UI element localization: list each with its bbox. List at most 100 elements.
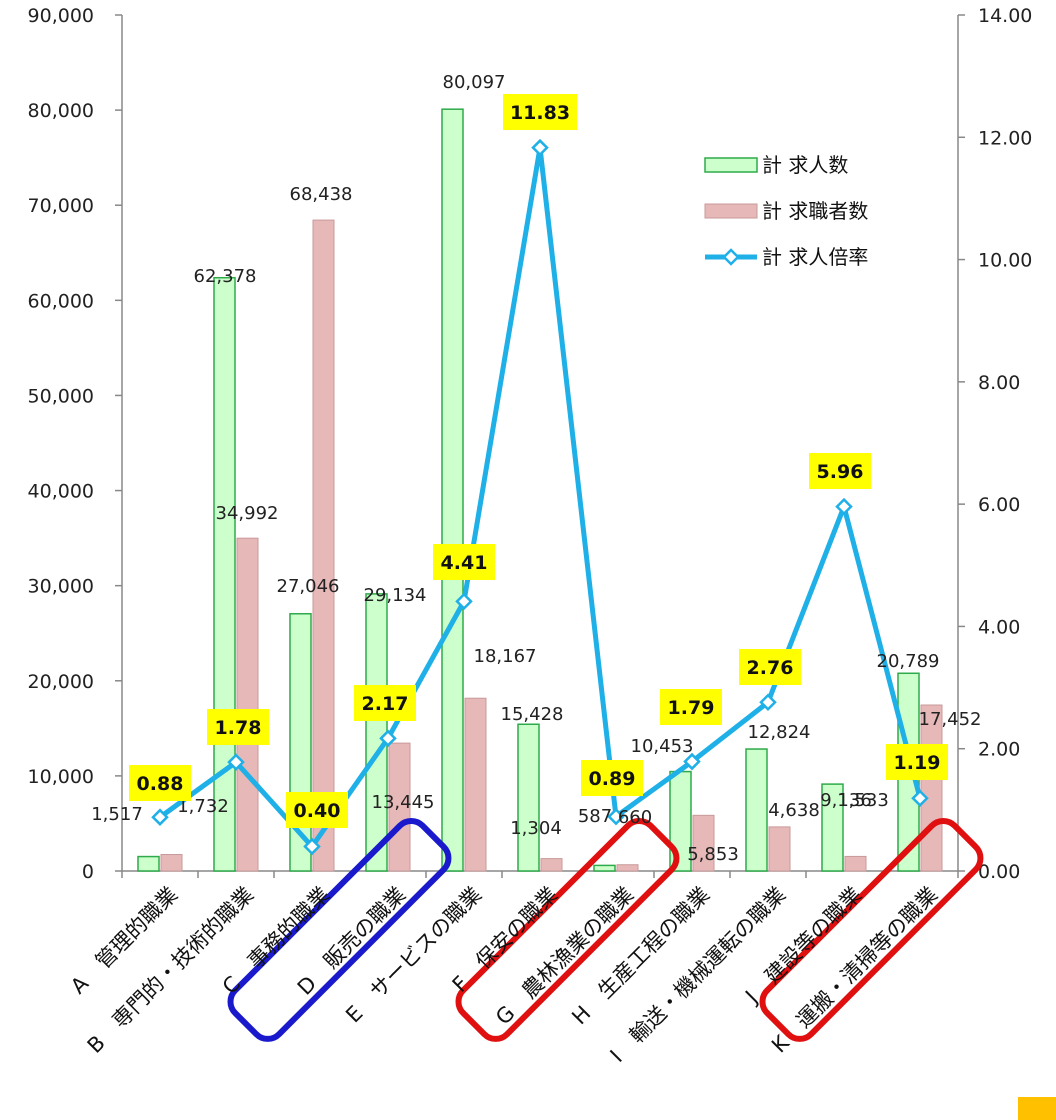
bar-label-job-openings: 27,046 [277, 576, 340, 597]
ratio-marker [379, 729, 397, 748]
y-left-tick-label: 80,000 [28, 100, 94, 122]
ratio-label-background [581, 760, 643, 796]
bar-label-job-seekers: 17,452 [919, 709, 982, 730]
bar-job-seekers [844, 855, 867, 872]
bar-label-job-seekers: 5,853 [687, 844, 739, 865]
bar-label-job-openings: 15,428 [501, 704, 564, 725]
bar-label-job-seekers: 34,992 [216, 503, 279, 524]
bar-job-seekers [236, 537, 259, 872]
ratio-marker [227, 753, 245, 771]
ratio-label-background [886, 744, 948, 780]
y-left-tick-label: 40,000 [28, 481, 94, 503]
bar-job-seekers [160, 854, 183, 872]
bar-job-seekers [768, 826, 791, 872]
corner-marker [1018, 1097, 1056, 1120]
y-right-tick-label: 2.00 [978, 739, 1020, 761]
ratio-label: 1.79 [668, 697, 715, 719]
bar-job-openings [137, 855, 160, 872]
bar-job-openings [821, 783, 844, 872]
ratio-label: 5.96 [817, 461, 864, 483]
ratio-marker [303, 837, 321, 856]
category-highlight-box [759, 817, 984, 1042]
ratio-label: 0.89 [589, 768, 636, 790]
bar-label-job-openings: 29,134 [364, 585, 427, 606]
bar-label-job-seekers: 1,732 [177, 796, 229, 817]
bar-job-openings [213, 276, 236, 872]
ratio-label-background [809, 453, 871, 489]
ratio-label-background [129, 765, 191, 801]
category-label: G 農林漁業の職業 [491, 882, 638, 1029]
y-left-tick-label: 0 [82, 861, 94, 883]
ratio-marker [911, 789, 929, 808]
y-left-tick-label: 10,000 [28, 766, 94, 788]
bar-job-seekers [616, 864, 639, 872]
bar-label-job-seekers: 660 [618, 807, 652, 828]
ratio-label-background [354, 685, 416, 721]
bar-label-job-seekers: 13,445 [372, 792, 435, 813]
y-right-tick-label: 12.00 [978, 127, 1032, 149]
category-highlight-box [455, 817, 680, 1042]
legend-label-ratio: 計 求人倍率 [762, 245, 868, 269]
bar-label-job-openings: 62,378 [194, 266, 257, 287]
y-left-tick-label: 30,000 [28, 576, 94, 598]
bar-value-labels: 1,517 1,732 62,378 34,992 27,046 68,438 29,134… [91, 72, 981, 865]
bar-job-seekers [540, 858, 563, 872]
legend-swatch-ratio-marker [722, 248, 740, 266]
bar-label-job-seekers: 1,304 [510, 818, 562, 839]
ratio-label: 0.88 [137, 773, 184, 795]
ratio-label-background [739, 649, 801, 685]
y-right-tick-label: 14.00 [978, 5, 1032, 27]
y-left-tick-label: 20,000 [28, 671, 94, 693]
bar-label-job-seekers: 1,533 [837, 790, 889, 811]
bar-job-seekers [312, 219, 335, 872]
bar-label-job-seekers: 68,438 [290, 184, 353, 205]
y-right-tick-label: 4.00 [978, 616, 1020, 638]
y-right-tick-label: 0.00 [978, 861, 1020, 883]
ratio-label: 4.41 [441, 552, 488, 574]
bar-label-job-openings: 10,453 [631, 736, 694, 757]
ratio-marker [759, 693, 777, 712]
bar-label-job-openings: 80,097 [443, 72, 506, 93]
bar-label-job-seekers: 18,167 [474, 646, 537, 667]
ratio-marker [151, 808, 169, 826]
ratio-marker [531, 138, 549, 157]
ratio-label: 1.19 [894, 752, 941, 774]
ratio-marker [455, 592, 473, 611]
ratio-marker [835, 497, 853, 516]
bar-job-seekers [692, 814, 715, 872]
bar-job-openings [365, 593, 388, 872]
legend-label-job-openings: 計 求人数 [762, 153, 848, 177]
bar-job-seekers [464, 697, 487, 872]
ratio-label: 2.17 [362, 693, 409, 715]
bar-label-job-openings: 20,789 [877, 651, 940, 672]
bar-job-openings [745, 748, 768, 872]
bar-label-job-openings: 12,824 [748, 722, 811, 743]
bar-label-job-seekers: 4,638 [768, 800, 820, 821]
y-left-tick-label: 60,000 [28, 290, 94, 312]
ratio-label: 0.40 [294, 800, 341, 822]
bars [137, 108, 943, 872]
ratio-label: 11.83 [510, 102, 570, 124]
category-label: E サービスの職業 [341, 882, 486, 1027]
bar-job-openings [441, 108, 464, 872]
ratio-marker [683, 752, 701, 771]
legend-swatch-job-seekers [704, 203, 758, 219]
y-right-tick-label: 10.00 [978, 250, 1032, 272]
ratio-label-background [503, 94, 577, 130]
category-highlight-boxes [227, 817, 984, 1042]
y-right-tick-label: 8.00 [978, 372, 1020, 394]
ratio-label-background [207, 709, 269, 745]
ratio-label-background [660, 689, 722, 725]
bar-job-openings [593, 864, 616, 872]
ratio-label: 2.76 [747, 657, 794, 679]
ratio-label-background [433, 544, 495, 580]
ratio-marker [607, 807, 625, 826]
bar-job-seekers [388, 742, 411, 872]
y-left-tick-label: 90,000 [28, 5, 94, 27]
bar-label-job-openings: 9,136 [820, 790, 872, 811]
legend-label-job-seekers: 計 求職者数 [762, 199, 868, 223]
category-highlight-box [227, 817, 452, 1042]
ratio-value-labels: 0.88 1.78 0.40 2.17 4.41 11.83 0.89 1.79 2.76 5.9… [129, 94, 948, 828]
ratio-label: 1.78 [215, 717, 262, 739]
